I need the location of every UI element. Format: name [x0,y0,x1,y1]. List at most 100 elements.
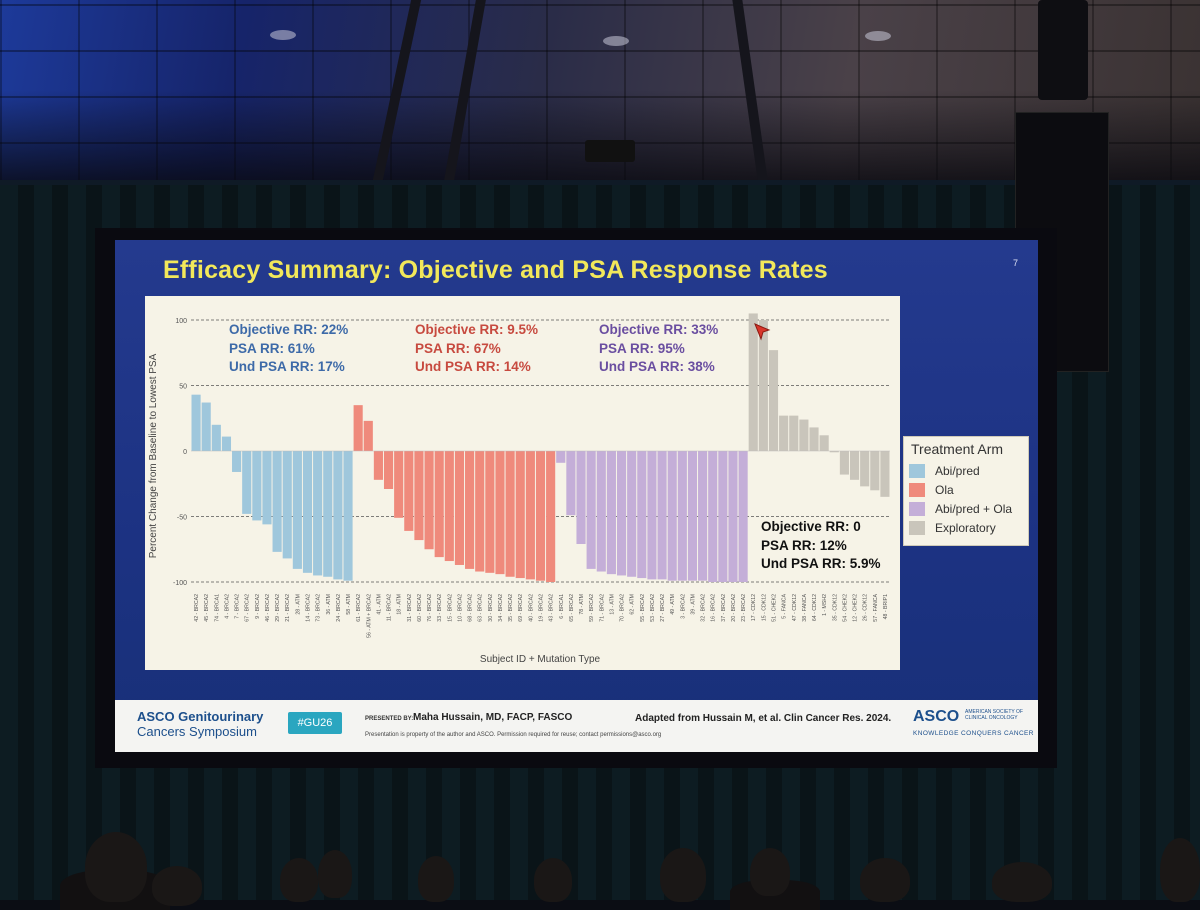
rr-und-psa: Und PSA RR: 14% [415,359,531,374]
bar [404,451,414,531]
x-tick-label: 56 - ATM + BRCA2 [366,594,372,638]
x-tick-label: 6 - BRCA1 [559,594,565,619]
x-tick-label: 61 - BRCA2 [356,594,362,622]
x-tick-label: 47 - CDK12 [792,594,798,621]
x-tick-label: 14 - BRCA2 [306,594,312,622]
audience-head [660,848,706,902]
bar [495,451,505,575]
legend-label: Abi/pred + Ola [935,502,1013,516]
x-tick-label: 68 - BRCA2 [468,594,474,622]
projector [585,140,635,162]
audience-head [318,850,352,898]
x-tick-label: 37 - BRCA2 [721,594,727,622]
x-tick-label: 30 - BRCA2 [488,594,494,622]
bar [505,451,515,577]
bar [262,451,272,525]
x-tick-label: 51 - CHEK2 [772,594,778,622]
bar [860,451,870,487]
camera-rig [1038,0,1088,100]
bar [535,451,546,581]
bar [799,419,809,451]
bar [779,415,789,451]
x-tick-label: 73 - BRCA2 [316,594,322,622]
x-tick-label: 63 - BRCA2 [478,594,484,622]
rr-abi-pred: Objective RR: 22% PSA RR: 61% Und PSA RR… [229,321,348,377]
x-tick-label: 70 - BRCA2 [620,594,626,622]
x-tick-label: 1 - MSH2 [822,594,828,616]
bar [232,451,242,472]
x-tick-label: 7 - BRCA2 [235,594,241,619]
bar [546,451,556,582]
x-tick-label: 64 - CDK12 [812,594,818,621]
audience-head [534,858,572,902]
asco-logo: ASCO [913,708,960,725]
bar [647,451,657,580]
legend-item-exploratory: Exploratory [909,520,996,536]
x-tick-label: 65 - BRCA2 [569,594,575,622]
x-tick-label: 35 - CDK12 [832,594,838,621]
x-tick-label: 28 - ATM [295,594,301,615]
x-tick-label: 13 - ATM [609,594,615,615]
x-tick-label: 40 - BRCA2 [528,594,534,622]
bar [809,427,819,451]
legend-item-abi-pred: Abi/pred [909,463,980,479]
x-tick-label: 26 - CDK12 [863,594,869,621]
bar [211,424,221,451]
bar [576,451,586,545]
x-tick-label: 74 - BRCA1 [214,594,220,622]
bar [566,451,576,516]
x-tick-label: 41 - ATM [376,594,382,615]
x-tick-label: 29 - BRCA2 [275,594,281,622]
x-tick-label: 32 - BRCA2 [701,594,707,622]
bar [758,320,768,451]
legend-label: Exploratory [935,521,996,535]
audience-head [152,866,202,906]
bar [829,451,839,453]
x-tick-label: 19 - BRCA2 [539,594,545,622]
x-tick-label: 55 - BRCA2 [640,594,646,622]
bar [444,451,454,562]
hashtag-badge: #GU26 [288,712,342,734]
bar [373,451,383,480]
bar [242,451,252,514]
pointer-arrow-icon [754,323,771,341]
x-tick-label: 76 - BRCA2 [427,594,433,622]
asco-logo-subtitle: AMERICAN SOCIETY OF CLINICAL ONCOLOGY [965,709,1023,721]
bar [191,394,201,451]
waterfall-chart: -100 -50 0 50 100 42 - BRCA2 45 - BRCA2 74 - BR… [148,313,890,665]
bar [434,451,444,558]
bar [677,451,687,581]
bar [353,405,363,451]
audience-head [85,832,147,902]
rr-psa: PSA RR: 67% [415,340,501,356]
bar [708,451,718,582]
bar [768,350,779,451]
bar [586,451,596,569]
x-tick-label: 45 - BRCA2 [204,594,210,622]
rr-objective: Objective RR: 0 [761,519,861,534]
bar [616,451,627,576]
bar [475,451,485,572]
asco-sub-line-2: CLINICAL ONCOLOGY [965,715,1018,721]
bar [698,451,708,581]
legend-item-abi-pred-ola: Abi/pred + Ola [909,501,1012,517]
x-tick-label: 53 - BRCA2 [650,594,656,622]
y-tick-label: 50 [179,384,187,391]
citation: Adapted from Hussain M, et al. Clin Canc… [635,713,892,724]
x-tick-label: 11 - BRCA2 [387,594,393,621]
bar [687,451,698,581]
x-tick-label: 39 - ATM [690,594,696,615]
logo-line-2: Cancers Symposium [137,724,257,739]
x-tick-label: 35 - BRCA2 [508,594,514,622]
x-tick-label: 69 - BRCA2 [518,594,524,622]
x-tick-label: 12 - CHEK2 [853,594,859,622]
asco-tagline: KNOWLEDGE CONQUERS CANCER [913,730,1034,737]
bar [728,451,738,582]
x-tick-label: 34 - BRCA2 [498,594,504,622]
asco-sub-line-1: AMERICAN SOCIETY OF [965,709,1023,715]
x-tick-label: 31 - BRCA2 [407,594,413,622]
bar [839,451,849,475]
rr-abi-pred-ola: Objective RR: 33% PSA RR: 95% Und PSA RR… [599,321,718,377]
audience-head [750,848,790,896]
bar [880,451,890,497]
